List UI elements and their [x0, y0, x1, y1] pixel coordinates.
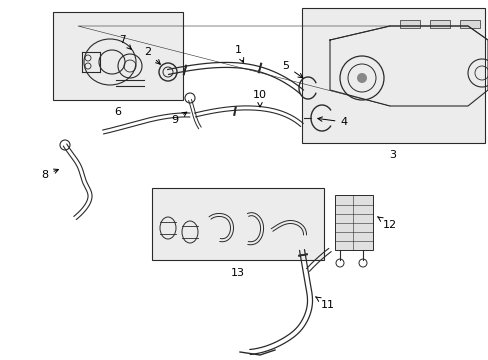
Text: 4: 4	[317, 117, 347, 127]
Bar	[53, 12, 183, 100]
Circle shape	[356, 73, 366, 83]
Text: 10: 10	[252, 90, 266, 107]
Text: 8: 8	[41, 169, 58, 180]
Text: 3: 3	[389, 150, 396, 160]
Text: 6: 6	[114, 107, 121, 117]
Text: 5: 5	[282, 61, 302, 78]
Text: 9: 9	[171, 112, 186, 125]
Text: 7: 7	[119, 35, 131, 49]
Text: 12: 12	[377, 217, 396, 230]
Bar	[152, 188, 324, 260]
Bar	[399, 20, 419, 28]
Text: 13: 13	[230, 268, 244, 278]
Text: 11: 11	[315, 297, 334, 310]
Bar	[302, 8, 484, 143]
Text: 2: 2	[144, 47, 160, 64]
Bar	[459, 20, 479, 28]
Bar	[334, 195, 372, 250]
Bar	[429, 20, 449, 28]
Text: 1: 1	[234, 45, 243, 63]
